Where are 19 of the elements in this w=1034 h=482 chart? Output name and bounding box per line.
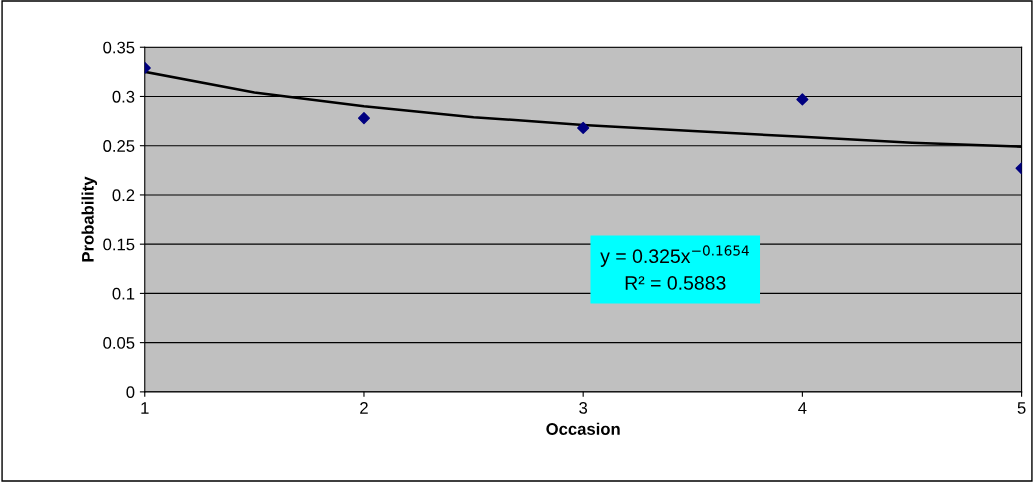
point	[577, 121, 590, 135]
text: y = 0.325x$^{−0.1654}$ R² = 0.5883	[600, 245, 749, 290]
x-tick-label: 3	[579, 402, 588, 414]
y-axis-title: Probability	[81, 176, 98, 262]
x-tick-label: 4	[798, 402, 807, 414]
y-tick-label: 0.2	[112, 189, 135, 202]
y-tick-label: 0.1	[112, 287, 135, 300]
y-tick-label: 0.25	[103, 140, 135, 152]
y-tick-label: 0.3	[112, 90, 135, 103]
y-tick-label: 0.15	[103, 238, 135, 251]
point	[357, 112, 371, 125]
y-tick-label: 0.35	[103, 41, 135, 54]
x-tick-label: 5	[1017, 402, 1026, 414]
x-tick-label: 2	[360, 402, 368, 414]
y-tick-label: 0.05	[103, 337, 135, 349]
x-tick-label: 1	[141, 402, 149, 414]
y-tick-label: 0	[126, 386, 135, 399]
point	[796, 93, 809, 106]
x-axis-title: Occasion	[546, 422, 620, 435]
